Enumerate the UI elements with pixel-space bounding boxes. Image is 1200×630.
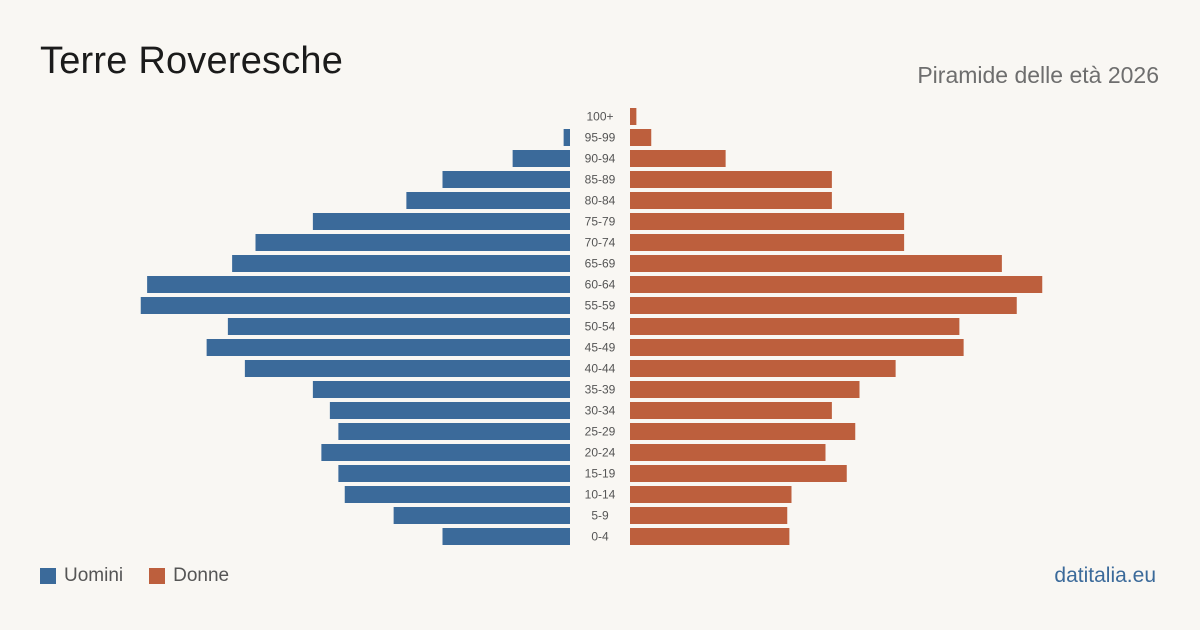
legend-item-women: Donne	[149, 565, 229, 587]
age-label-75-79: 75-79	[585, 215, 616, 229]
bar-women-85-89	[630, 171, 832, 188]
bar-men-20-24	[321, 444, 570, 461]
bar-men-65-69	[232, 255, 570, 272]
brand-link[interactable]: datitalia.eu	[1054, 564, 1156, 587]
bar-women-40-44	[630, 360, 896, 377]
age-label-5-9: 5-9	[591, 509, 609, 523]
bar-women-100plus	[630, 108, 637, 125]
bar-women-65-69	[630, 255, 1002, 272]
bar-men-75-79	[312, 213, 570, 230]
age-label-80-84: 80-84	[585, 194, 616, 208]
age-label-85-89: 85-89	[585, 173, 616, 187]
age-label-0-4: 0-4	[591, 530, 609, 544]
bar-men-80-84	[406, 192, 570, 209]
bar-men-85-89	[442, 171, 570, 188]
age-label-100plus: 100+	[586, 110, 613, 124]
bar-men-60-64	[147, 276, 570, 293]
age-label-40-44: 40-44	[585, 362, 616, 376]
bar-men-90-94	[512, 150, 570, 167]
bar-men-0-4	[442, 528, 570, 545]
bar-women-10-14	[630, 486, 792, 503]
bar-men-40-44	[244, 360, 570, 377]
bar-men-30-34	[329, 402, 570, 419]
bar-women-60-64	[630, 276, 1043, 293]
bar-women-5-9	[630, 507, 788, 524]
legend-swatch-women	[149, 568, 166, 584]
age-label-45-49: 45-49	[585, 341, 616, 355]
age-label-70-74: 70-74	[585, 236, 616, 250]
bar-women-75-79	[630, 213, 905, 230]
bar-men-70-74	[255, 234, 570, 251]
age-label-65-69: 65-69	[585, 257, 616, 271]
age-label-10-14: 10-14	[585, 488, 616, 502]
age-label-20-24: 20-24	[585, 446, 616, 460]
bar-men-15-19	[338, 465, 570, 482]
age-label-60-64: 60-64	[585, 278, 616, 292]
bar-men-45-49	[206, 339, 570, 356]
age-label-30-34: 30-34	[585, 404, 616, 418]
bar-men-95-99	[563, 129, 570, 146]
bar-women-80-84	[630, 192, 832, 209]
bar-men-35-39	[312, 381, 570, 398]
bar-men-55-59	[140, 297, 570, 314]
bar-men-5-9	[393, 507, 570, 524]
chart-subtitle: Piramide delle età 2026	[917, 62, 1159, 88]
age-label-15-19: 15-19	[585, 467, 616, 481]
bar-women-45-49	[630, 339, 964, 356]
age-label-90-94: 90-94	[585, 152, 616, 166]
bar-men-10-14	[344, 486, 570, 503]
legend-label-women: Donne	[173, 565, 230, 586]
age-label-55-59: 55-59	[585, 299, 616, 313]
legend-swatch-men	[40, 568, 56, 584]
bar-women-90-94	[630, 150, 726, 167]
bar-men-50-54	[227, 318, 570, 335]
page-title: Terre Roveresche	[40, 40, 344, 82]
age-label-50-54: 50-54	[585, 320, 616, 334]
bar-women-70-74	[630, 234, 905, 251]
bar-women-50-54	[630, 318, 960, 335]
bar-women-15-19	[630, 465, 847, 482]
age-label-25-29: 25-29	[585, 425, 616, 439]
chart-legend: Uomini Donne	[40, 565, 255, 587]
bar-women-20-24	[630, 444, 826, 461]
age-label-35-39: 35-39	[585, 383, 616, 397]
age-label-95-99: 95-99	[585, 131, 616, 145]
legend-item-men: Uomini	[40, 565, 123, 587]
bar-women-25-29	[630, 423, 856, 440]
bar-women-30-34	[630, 402, 832, 419]
bar-women-35-39	[630, 381, 860, 398]
bar-women-95-99	[630, 129, 652, 146]
legend-label-men: Uomini	[64, 565, 124, 586]
bar-women-55-59	[630, 297, 1017, 314]
bar-men-25-29	[338, 423, 570, 440]
bar-women-0-4	[630, 528, 790, 545]
